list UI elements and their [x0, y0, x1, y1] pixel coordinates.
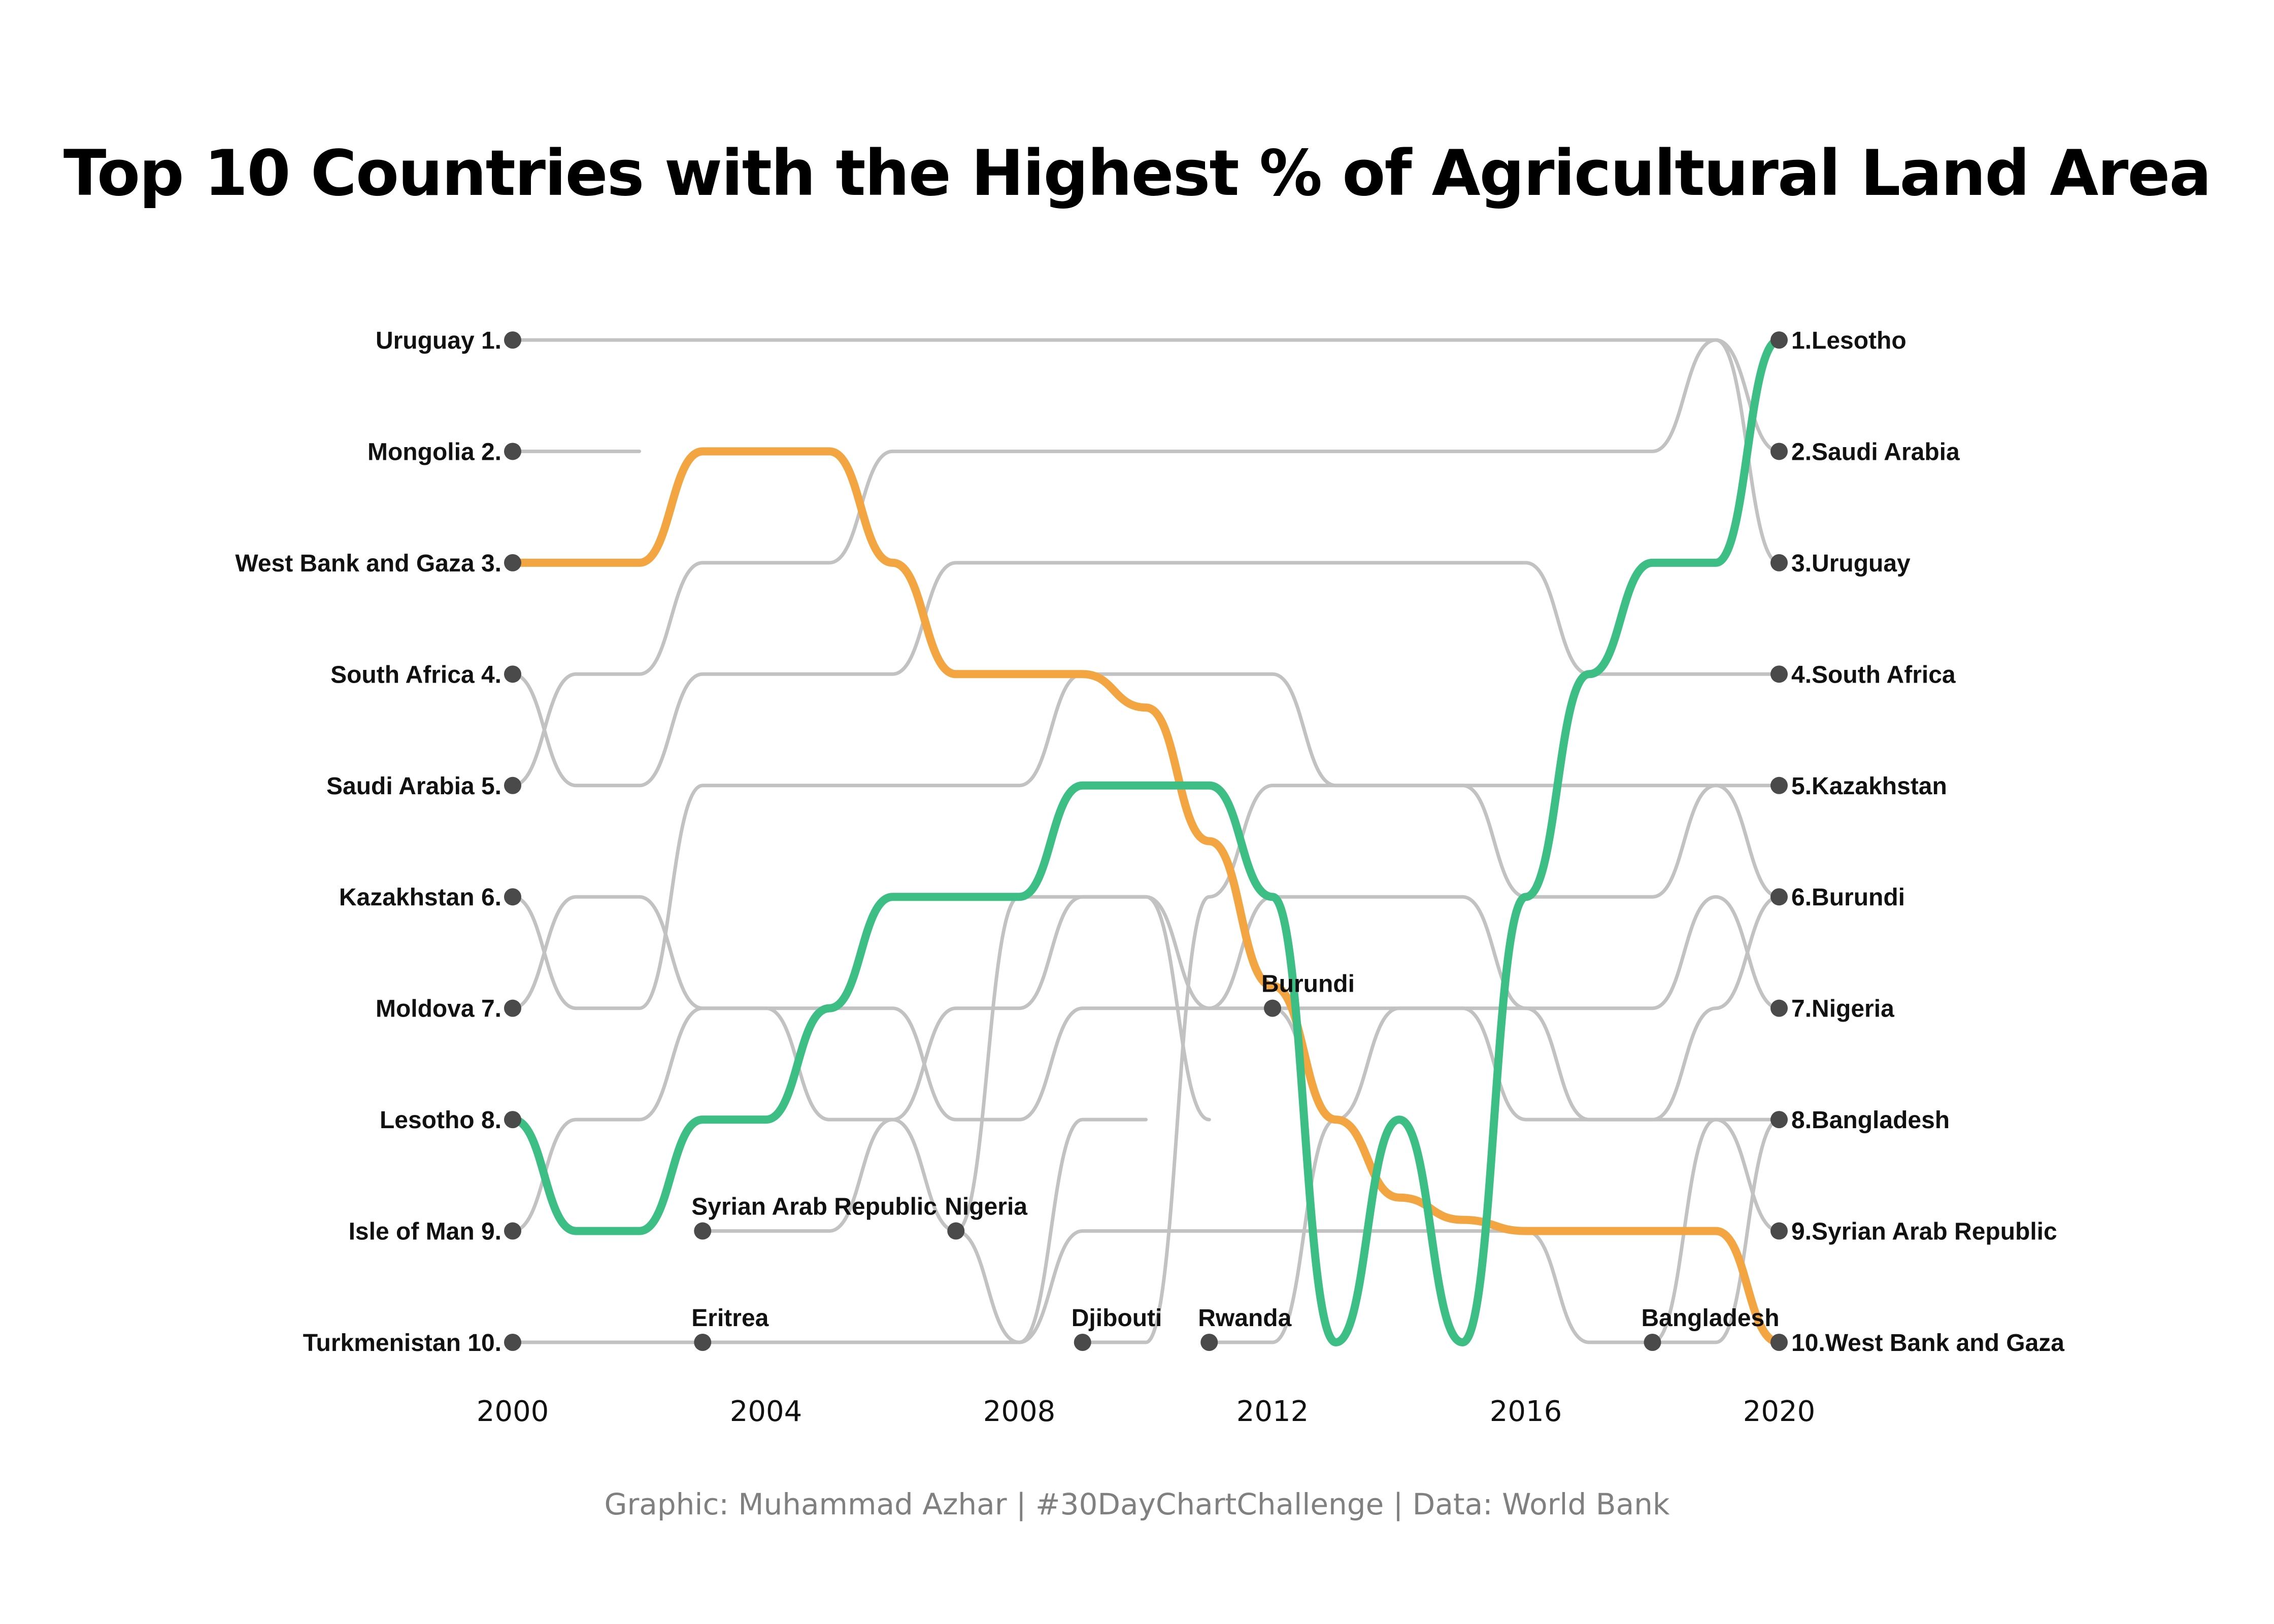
end-dot [1770, 443, 1788, 460]
x-tick-label: 2012 [1236, 1395, 1309, 1428]
chart-title: Top 10 Countries with the Highest % of A… [63, 137, 2212, 210]
start-dot [504, 999, 521, 1017]
start-dot [504, 554, 521, 571]
left-rank-label: Mongolia 2. [367, 438, 501, 465]
series-line-djibouti [1081, 784, 1781, 1344]
entry-dot-nigeria [947, 1222, 965, 1240]
left-rank-label: Uruguay 1. [376, 327, 501, 354]
series-line-eritrea [700, 1118, 1148, 1344]
entry-dot-syrian-arab-republic [694, 1222, 712, 1240]
left-rank-label: Isle of Man 9. [349, 1219, 501, 1245]
left-rank-label: South Africa 4. [330, 661, 501, 688]
entry-label-syrian-arab-republic: Syrian Arab Republic [691, 1194, 937, 1221]
entry-dot-rwanda [1200, 1334, 1218, 1351]
entry-label-nigeria: Nigeria [945, 1194, 1027, 1221]
right-rank-label: 2.Saudi Arabia [1791, 438, 1960, 465]
series-line-burundi [1270, 895, 1781, 1122]
end-dot [1770, 1222, 1788, 1240]
left-rank-label: Moldova 7. [376, 996, 501, 1023]
start-dot [504, 888, 521, 906]
endpoint-dots-group [504, 331, 1788, 1351]
x-tick-label: 2000 [477, 1395, 549, 1428]
left-rank-label: Lesotho 8. [380, 1107, 501, 1134]
end-dot [1770, 331, 1788, 349]
end-dot [1770, 1111, 1788, 1129]
label-group: Uruguay 1. Mongolia 2. West Bank and Gaza … [235, 327, 2064, 1357]
right-rank-label: 1.Lesotho [1791, 327, 1907, 354]
start-dot [504, 331, 521, 349]
entry-label-eritrea: Eritrea [691, 1305, 768, 1332]
series-line-saudi-arabia [511, 338, 1781, 788]
x-tick-label: 2004 [730, 1395, 802, 1428]
entry-dot-djibouti [1074, 1334, 1091, 1351]
x-tick-label: 2020 [1743, 1395, 1816, 1428]
entry-label-burundi: Burundi [1261, 971, 1355, 998]
right-rank-label: 8.Bangladesh [1791, 1107, 1950, 1134]
entry-label-bangladesh: Bangladesh [1642, 1305, 1780, 1332]
series-line-nigeria [954, 895, 1781, 1233]
right-rank-label: 5.Kazakhstan [1791, 773, 1947, 800]
left-rank-label: West Bank and Gaza 3. [235, 550, 501, 577]
end-dot [1770, 665, 1788, 683]
right-rank-label: 7.Nigeria [1791, 996, 1894, 1023]
start-dot [504, 665, 521, 683]
left-rank-label: Saudi Arabia 5. [326, 773, 501, 800]
entry-label-rwanda: Rwanda [1198, 1305, 1291, 1332]
entry-label-djibouti: Djibouti [1072, 1305, 1162, 1332]
right-rank-label: 6.Burundi [1791, 884, 1905, 911]
entry-dot-eritrea [694, 1334, 712, 1351]
x-tick-label: 2008 [983, 1395, 1056, 1428]
left-rank-label: Kazakhstan 6. [339, 884, 501, 911]
start-dot [504, 776, 521, 794]
end-dot [1770, 888, 1788, 906]
highlight-series-group [509, 336, 1783, 1346]
left-rank-label: Turkmenistan 10. [303, 1330, 501, 1357]
x-tick-label: 2016 [1490, 1395, 1562, 1428]
entry-dot-bangladesh [1644, 1334, 1661, 1351]
end-dot [1770, 554, 1788, 571]
start-dot [504, 1334, 521, 1351]
start-dot [504, 1111, 521, 1129]
start-dot [504, 443, 521, 460]
highlight-line-lesotho [509, 336, 1783, 1346]
series-line-kazakhstan [511, 672, 1781, 1010]
highlight-line-west-bank-and-gaza [509, 447, 1783, 1346]
start-dot [504, 1222, 521, 1240]
chart-caption: Graphic: Muhammad Azhar | #30DayChartCha… [604, 1487, 1670, 1521]
right-rank-label: 3.Uruguay [1791, 550, 1911, 577]
right-rank-label: 10.West Bank and Gaza [1791, 1330, 2064, 1357]
background-series-group [511, 338, 1781, 1344]
x-axis-ticks: 2000 2004 2008 2012 2016 2020 [477, 1395, 1816, 1428]
right-rank-label: 4.South Africa [1791, 661, 1956, 688]
series-line-bangladesh [1651, 1118, 1781, 1344]
end-dot [1770, 1334, 1788, 1351]
end-dot [1770, 999, 1788, 1017]
right-rank-label: 9.Syrian Arab Republic [1791, 1219, 2057, 1245]
end-dot [1770, 776, 1788, 794]
entry-dot-burundi [1264, 999, 1281, 1017]
